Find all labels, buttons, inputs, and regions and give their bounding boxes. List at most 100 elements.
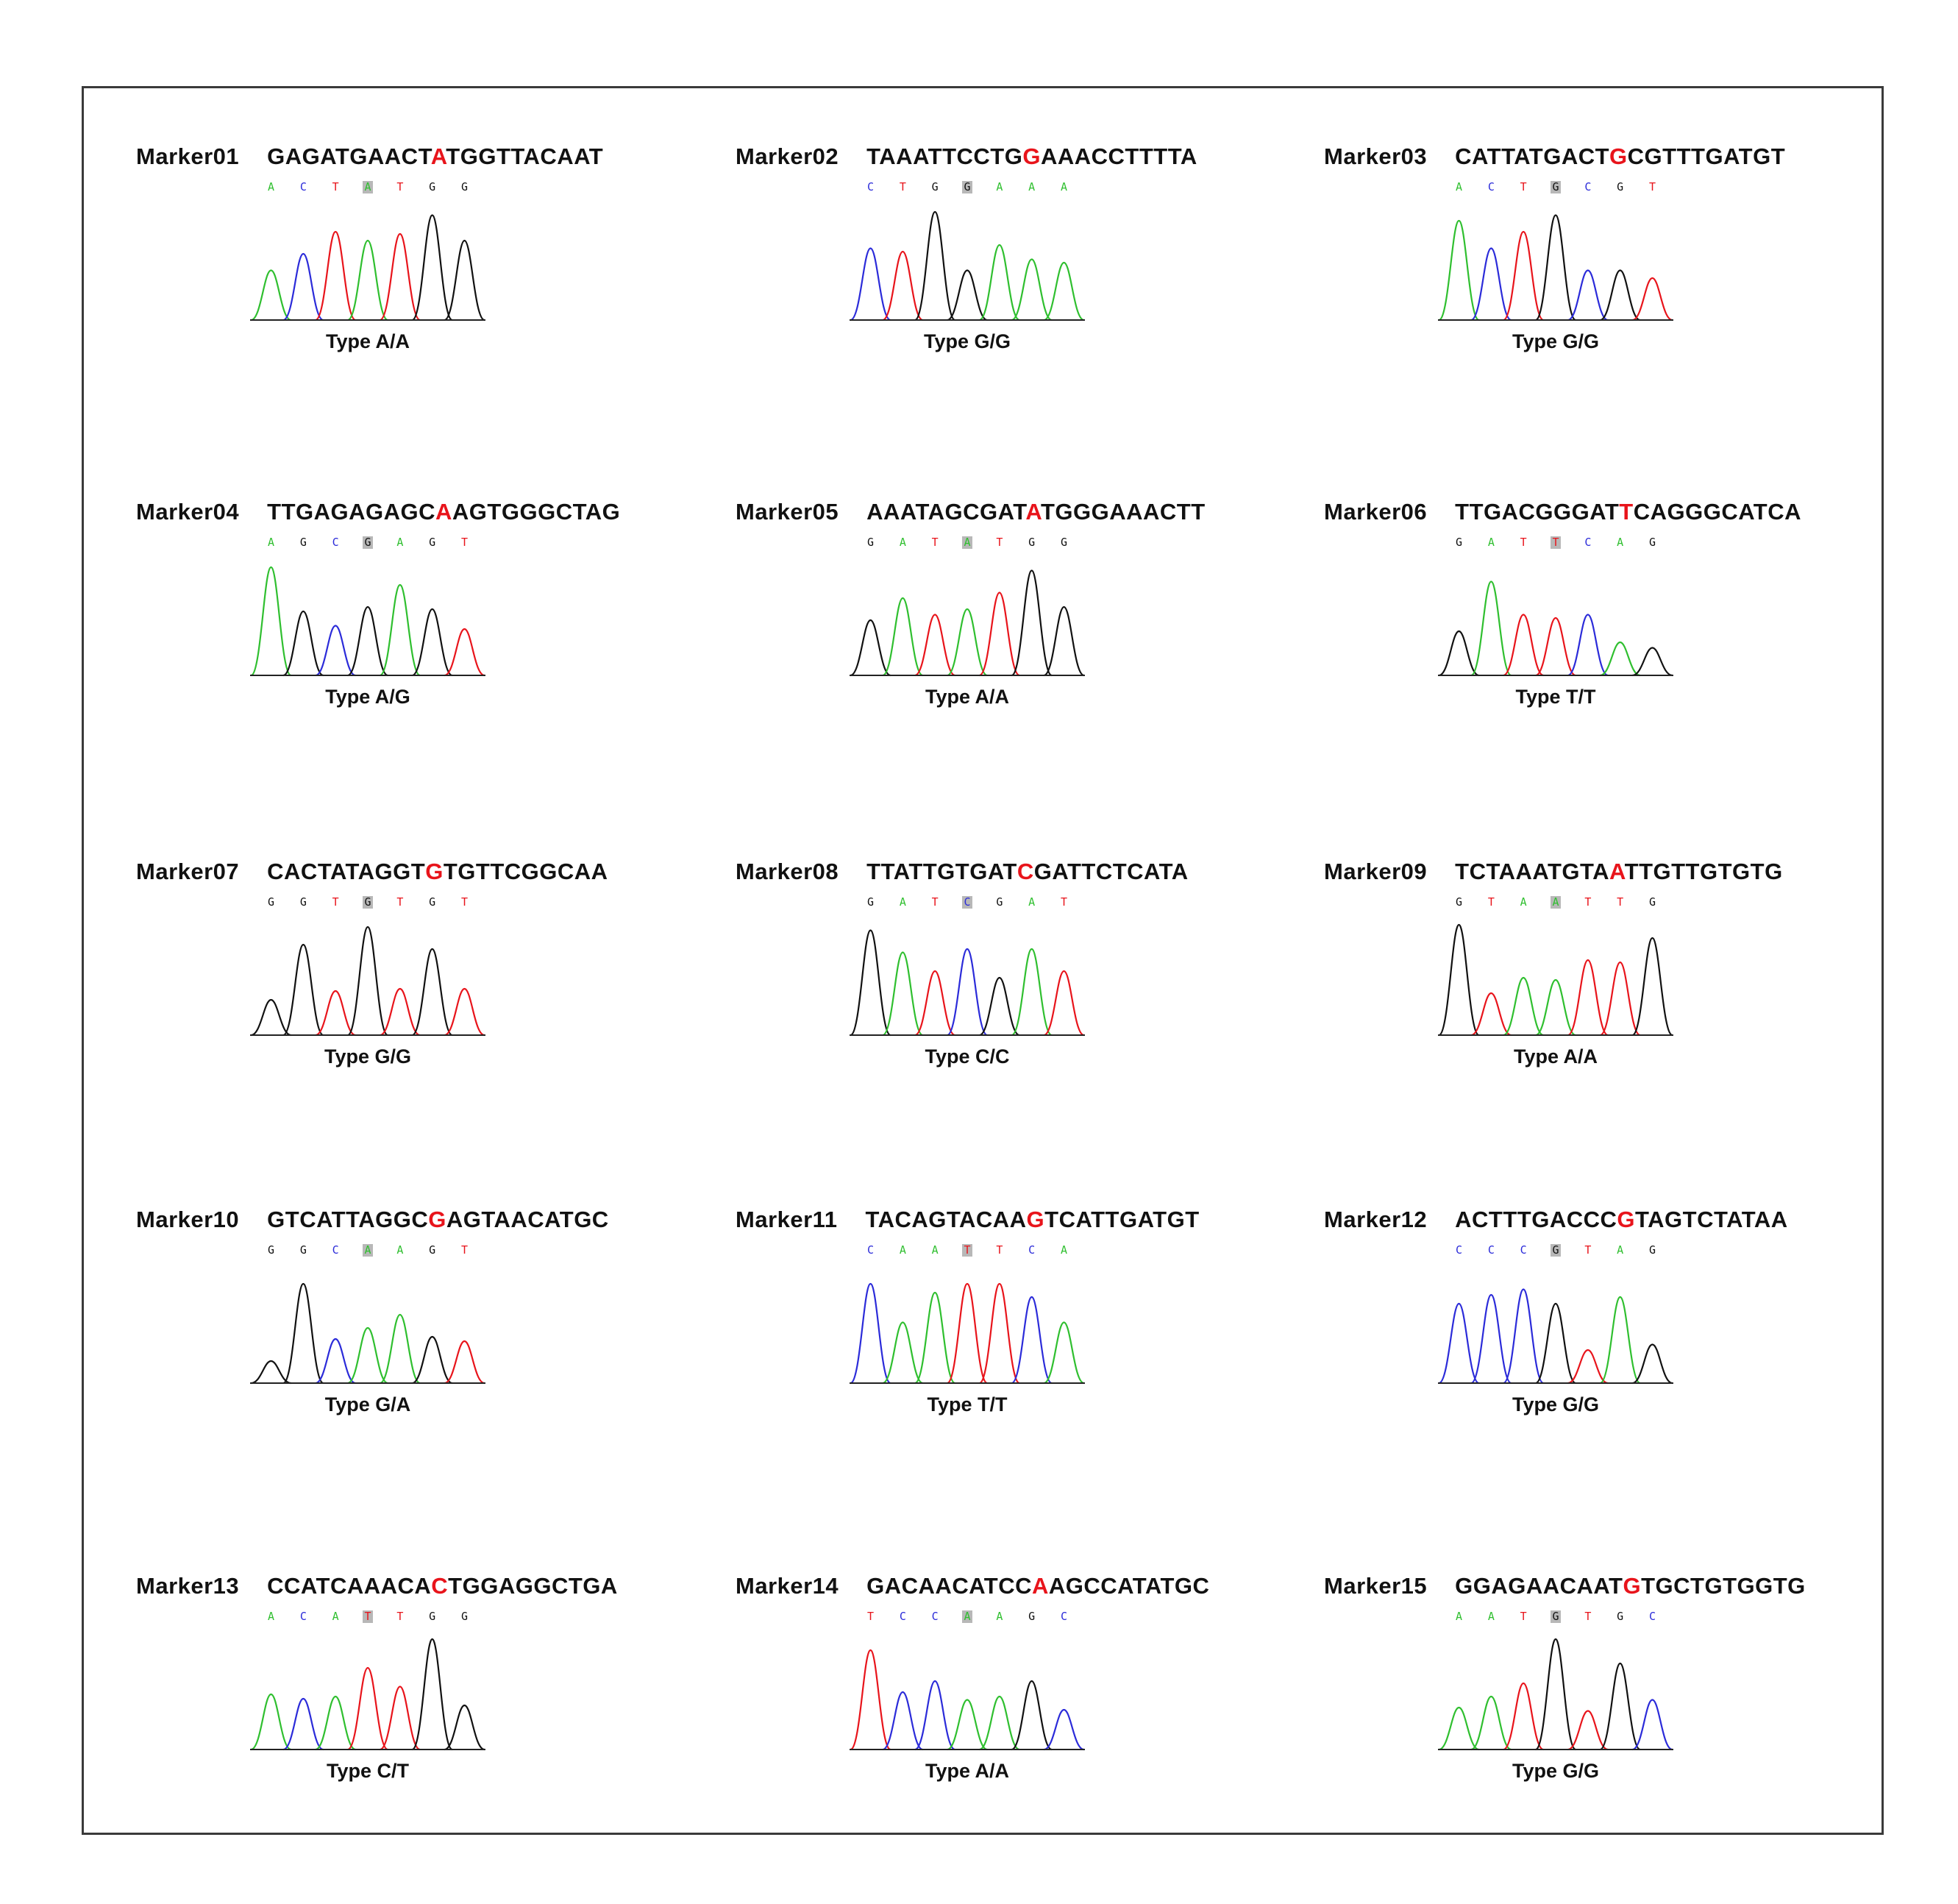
trace-peak (1043, 261, 1085, 322)
genotype-label: Type A/G (325, 686, 410, 708)
base-call-label: T (900, 180, 906, 193)
trace-peak (1567, 1349, 1609, 1385)
chromatogram-panel-15: Marker15 GGAGAACAATGTGCTGTGGTG A A T G T G C Type… (1324, 1573, 1898, 1897)
chromatogram-panel-10: Marker10 GTCATTAGGCGAGTAACATGC G G C A A G T Type… (136, 1207, 710, 1530)
trace-peak (850, 1649, 891, 1751)
trace-peak (1599, 1662, 1641, 1751)
trace-peak (1567, 959, 1609, 1037)
trace-peak (444, 239, 485, 322)
base-call-label: A (1552, 895, 1559, 909)
trace-peak (1632, 647, 1673, 677)
chromatogram-panel-1: Marker01 GAGATGAACTATGGTTACAAT A C T A T G G Type… (136, 143, 710, 467)
base-call-label: C (900, 1610, 906, 1623)
panel-title: Marker08 TTATTGTGATCGATTCTCATA (736, 859, 1189, 885)
panel-title: Marker13 CCATCAAACACTGGAGGCTGA (136, 1573, 618, 1599)
trace-peak (947, 269, 988, 322)
snp-highlight-box (962, 1610, 972, 1623)
trace-peak (411, 948, 453, 1037)
base-call-label: T (461, 1243, 468, 1257)
chromatogram-panel-2: Marker02 TAAATTCCTGGAAACCTTTTA C T G G A A A Type… (736, 143, 1309, 467)
trace-peak (1503, 976, 1544, 1037)
base-call-label: G (364, 536, 371, 549)
base-call-label: T (1520, 1610, 1527, 1623)
base-call-label: T (932, 895, 939, 909)
chromatogram-panel-7: Marker07 CACTATAGGTGTGTTCGGCAA G G T G T G T Type… (136, 859, 710, 1182)
base-call-label: T (1649, 180, 1656, 193)
trace-peak (411, 608, 453, 677)
trace-peak (347, 1326, 388, 1385)
base-call-label: G (268, 1243, 274, 1257)
base-call-label: A (900, 1243, 906, 1257)
trace-peak (1599, 1296, 1641, 1385)
genotype-label: Type A/A (325, 330, 410, 352)
base-call-label: C (332, 536, 339, 549)
snp-base: A (1025, 499, 1041, 525)
base-call-label: A (268, 180, 274, 193)
panel-title: Marker12 ACTTTGACCCGTAGTCTATAA (1324, 1207, 1788, 1233)
base-call-label: G (1649, 536, 1656, 549)
base-call-label: G (996, 895, 1003, 909)
sequence-after-snp: TGTTCGGCAA (443, 859, 608, 884)
marker-name: Marker12 (1324, 1207, 1428, 1232)
marker-name: Marker04 (136, 499, 240, 525)
chromatogram-panel-11: Marker11 TACAGTACAAGTCATTGATGT C A A T T C A Type… (736, 1207, 1309, 1530)
base-call-label: G (429, 180, 435, 193)
base-call-label: T (1617, 895, 1623, 909)
trace-peak (380, 1685, 421, 1751)
sequence-before-snp: TTATTGTGAT (866, 859, 1017, 884)
panel-title: Marker09 TCTAAATGTAATTGTTGTGTG (1324, 859, 1783, 885)
trace-peak (882, 1321, 924, 1385)
trace-peak (1600, 641, 1641, 677)
sequence-before-snp: ACTTTGACCC (1455, 1207, 1617, 1232)
chromatogram-panel-3: Marker03 CATTATGACTGCGTTTGATGT A C T G C G T Type… (1324, 143, 1898, 467)
trace-peak (1631, 1343, 1673, 1385)
trace-peak (250, 998, 292, 1037)
trace-peak (282, 1697, 324, 1751)
sequence-before-snp: TTGAGAGAGC (267, 499, 436, 525)
base-call-label: A (1456, 180, 1462, 193)
trace-peak (1470, 1293, 1512, 1385)
trace-peak (947, 1699, 988, 1751)
snp-highlight-box (363, 896, 373, 909)
genotype-label: Type G/G (1512, 1393, 1600, 1415)
base-call-label: T (1061, 895, 1067, 909)
base-call-label: A (900, 536, 906, 549)
trace-peak (282, 610, 324, 677)
sequence-before-snp: TTGACGGGAT (1455, 499, 1620, 525)
snp-highlight-box (1551, 896, 1561, 909)
base-call-label: T (396, 180, 403, 193)
snp-base: A (430, 143, 446, 169)
trace-peak (947, 948, 988, 1037)
marker-name: Marker02 (736, 143, 839, 169)
base-call-label: C (1028, 1243, 1035, 1257)
base-call-label: T (332, 895, 339, 909)
chromatogram-panel-12: Marker12 ACTTTGACCCGTAGTCTATAA C C C G T A G Type… (1324, 1207, 1898, 1530)
base-call-label: G (300, 895, 307, 909)
trace-peak (444, 987, 485, 1037)
sequence-after-snp: TGCTGTGGTG (1641, 1573, 1806, 1599)
sequence-after-snp: AAACCTTTTA (1040, 143, 1197, 169)
trace-peak (1503, 230, 1544, 322)
genotype-label: Type G/G (1512, 1760, 1600, 1782)
genotype-label: Type A/A (925, 1760, 1010, 1782)
trace-peak (347, 605, 388, 677)
base-call-label: G (429, 895, 435, 909)
trace-peak (978, 1282, 1021, 1385)
base-call-label: G (1552, 180, 1559, 193)
marker-name: Marker01 (136, 143, 240, 169)
base-call-label: G (461, 1610, 468, 1623)
figure-frame (82, 86, 1884, 1835)
trace-peak (346, 926, 389, 1037)
trace-peak (1043, 1708, 1085, 1751)
base-call-label: A (268, 536, 274, 549)
base-call-label: T (1520, 180, 1527, 193)
trace-peak (1470, 580, 1512, 677)
base-call-label: T (867, 1610, 874, 1623)
panel-title: Marker06 TTGACGGGATTCAGGGCATCA (1324, 499, 1801, 525)
base-call-label: A (1617, 536, 1623, 549)
base-call-label: G (1617, 1610, 1623, 1623)
